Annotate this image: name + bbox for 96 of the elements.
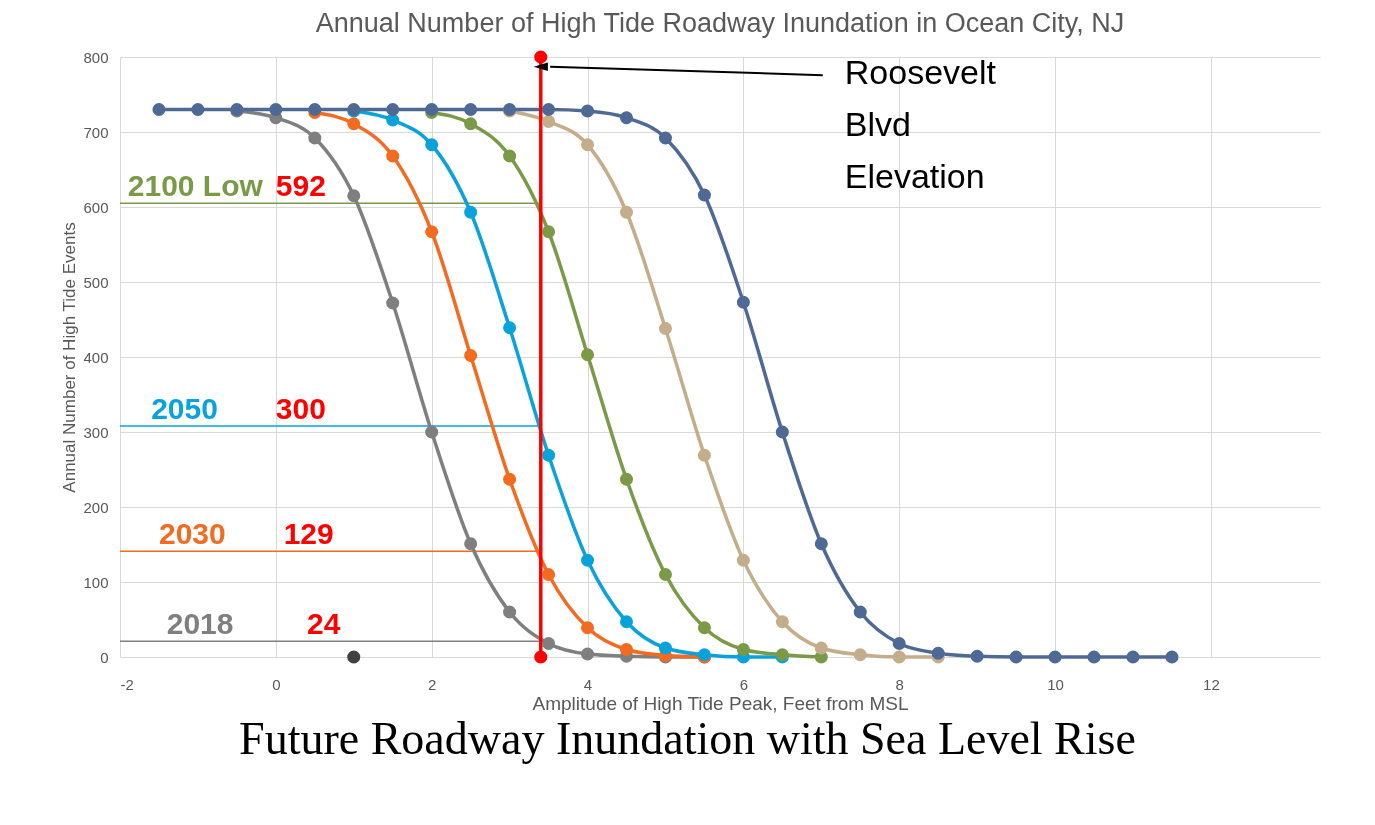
- text: Future Roadway Inundation with Sea Level Rise: [238, 713, 1137, 765]
- point: [534, 50, 548, 64]
- annotation: 2018: [166, 607, 234, 641]
- point: [425, 138, 439, 152]
- point: [619, 642, 634, 657]
- point: [892, 636, 906, 651]
- point: [775, 425, 789, 439]
- annotation: 592: [275, 169, 326, 203]
- y-tick-label: 500: [83, 273, 109, 291]
- point: [736, 553, 750, 567]
- point: [347, 117, 361, 131]
- y-tick-label: 600: [83, 198, 109, 216]
- point: [542, 448, 556, 462]
- point: [775, 615, 789, 629]
- annotation: Roosevelt Blvd Elevation: [844, 52, 997, 195]
- point: [736, 295, 750, 309]
- x-tick-label: 0: [272, 675, 281, 693]
- point: [191, 102, 205, 117]
- point: [386, 296, 400, 310]
- point: [619, 205, 634, 219]
- point: [464, 117, 478, 131]
- point: [581, 348, 595, 362]
- point: [1126, 650, 1140, 664]
- point: [970, 649, 984, 663]
- point: [347, 650, 361, 664]
- x-tick-label: 4: [583, 675, 593, 693]
- x-tick-label: 10: [1047, 675, 1064, 693]
- point: [269, 102, 283, 117]
- point: [386, 149, 400, 163]
- point: [892, 650, 906, 664]
- point: [581, 621, 595, 635]
- x-tick-label: 6: [739, 675, 749, 693]
- x-tick-label: 8: [895, 675, 904, 693]
- point: [542, 114, 556, 129]
- point: [697, 188, 711, 202]
- point: [658, 131, 672, 145]
- y-tick-label: 200: [83, 498, 109, 516]
- point: [619, 615, 634, 629]
- point: [425, 225, 439, 239]
- x-tick-label: -2: [120, 675, 134, 693]
- point: [542, 567, 556, 582]
- point: [503, 605, 517, 619]
- point: [1048, 650, 1062, 664]
- point: [581, 104, 595, 118]
- point: [581, 647, 595, 661]
- y-tick-label: 300: [83, 423, 109, 441]
- point: [464, 537, 478, 551]
- point: [658, 321, 672, 336]
- point: [619, 111, 634, 125]
- annotation: 2050: [151, 392, 218, 425]
- y-tick-label: 0: [100, 648, 109, 666]
- point: [1165, 650, 1179, 664]
- x-tick-label: 2: [428, 675, 437, 693]
- point: [853, 648, 867, 662]
- annotation: 300: [275, 392, 326, 425]
- y-tick-label: 400: [83, 348, 109, 366]
- y-tick-label: 100: [83, 573, 109, 591]
- point: [542, 636, 556, 651]
- point: [697, 621, 711, 635]
- point: [542, 102, 556, 117]
- point: [658, 567, 672, 582]
- point: [464, 348, 478, 363]
- point: [464, 205, 478, 219]
- point: [386, 102, 400, 117]
- point: [619, 472, 634, 486]
- point: [308, 131, 322, 145]
- y-axis-title: Annual Number of High Tide Events: [60, 222, 80, 493]
- x-tick-label: 12: [1203, 675, 1220, 693]
- annotation: 24: [307, 607, 341, 641]
- point: [542, 225, 556, 239]
- point: [152, 102, 166, 117]
- annotation: 2100 Low: [127, 169, 264, 203]
- point: [1087, 650, 1101, 664]
- point: [853, 605, 867, 619]
- point: [503, 321, 517, 335]
- y-tick-label: 800: [83, 48, 109, 66]
- point: [736, 642, 750, 657]
- chart-title: Annual Number of High Tide Roadway Inundation in Ocean City, NJ: [315, 8, 1125, 38]
- point: [503, 149, 517, 163]
- annotation: 129: [283, 517, 334, 551]
- point: [581, 138, 595, 152]
- x-axis-title: Amplitude of High Tide Peak, Feet from MSL: [532, 692, 909, 714]
- point: [697, 448, 711, 462]
- point: [347, 189, 361, 203]
- point: [464, 102, 478, 117]
- point: [814, 641, 828, 655]
- point: [931, 646, 945, 660]
- point: [1009, 650, 1023, 664]
- point: [581, 553, 595, 567]
- annotation: 2030: [158, 517, 226, 551]
- point: [814, 537, 828, 551]
- point: [658, 641, 672, 655]
- point: [534, 650, 548, 664]
- y-tick-label: 700: [83, 123, 109, 141]
- point: [503, 472, 517, 486]
- point: [425, 425, 439, 439]
